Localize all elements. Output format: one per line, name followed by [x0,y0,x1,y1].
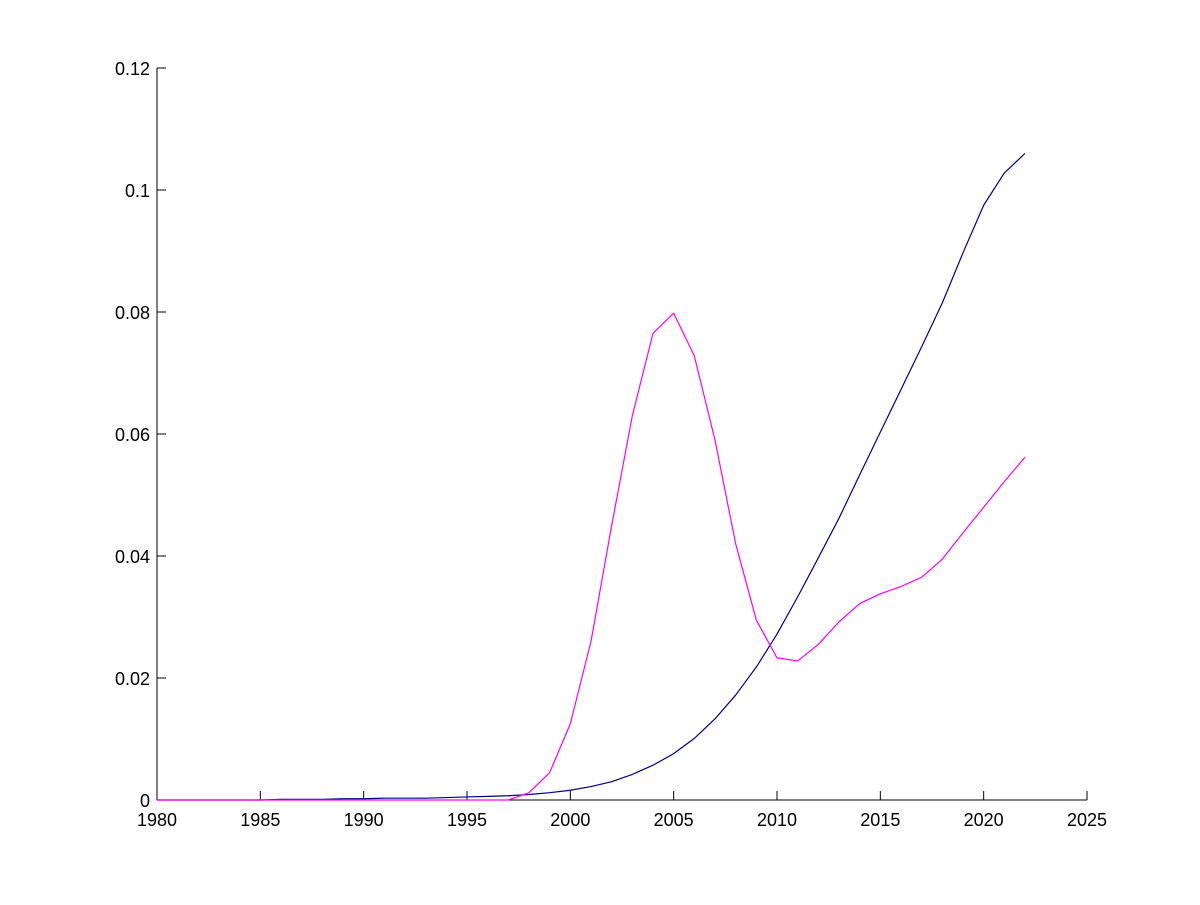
axes [156,67,1088,801]
y-tick-label: 0.04 [115,547,150,567]
y-tick-label: 0.1 [125,181,150,201]
y-tick-label: 0 [140,791,150,811]
x-tick-label: 1985 [240,810,280,830]
series-line-2 [157,312,1026,801]
x-tick-label: 1995 [447,810,487,830]
x-tick-label: 2000 [550,810,590,830]
series-lines [157,152,1026,801]
y-tick-label: 0.08 [115,303,150,323]
x-tick-label: 1990 [344,810,384,830]
series-line-1 [157,152,1026,801]
x-tick-label: 2010 [757,810,797,830]
x-tick-label: 2025 [1067,810,1107,830]
tick-labels: 1980 1985 1990 1995 2000 2005 2010 2015 2020 2025… [115,59,1107,830]
y-tick-label: 0.12 [115,59,150,79]
x-tick-label: 1980 [137,810,177,830]
x-tick-label: 2020 [964,810,1004,830]
x-tick-label: 2015 [860,810,900,830]
x-tick-label: 2005 [654,810,694,830]
y-tick-label: 0.02 [115,669,150,689]
y-tick-label: 0.06 [115,425,150,445]
